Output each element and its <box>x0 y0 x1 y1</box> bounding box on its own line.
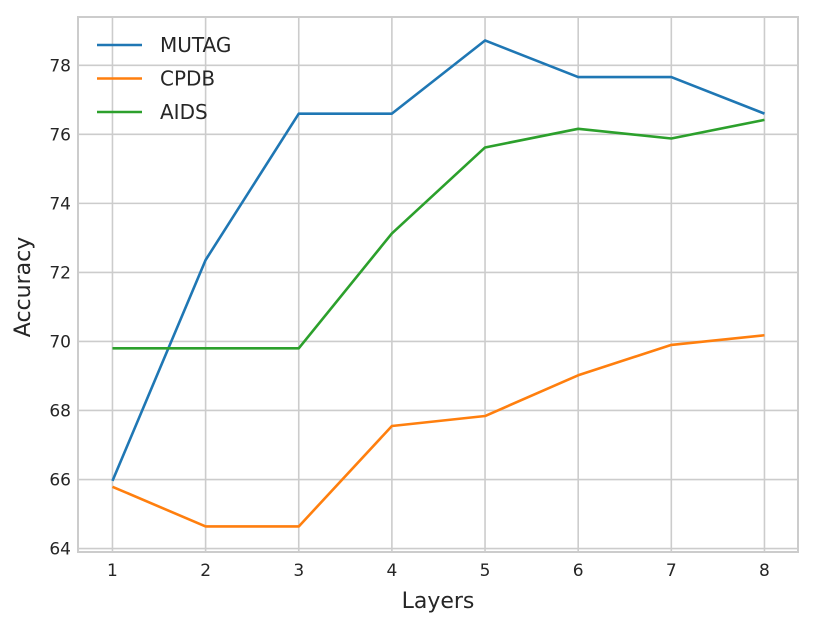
y-tick-label: 66 <box>49 471 71 491</box>
y-tick-label: 68 <box>49 401 71 421</box>
grid-lines <box>78 17 798 552</box>
y-tick-label: 64 <box>49 540 71 560</box>
legend-label-mutag: MUTAG <box>160 33 231 57</box>
x-tick-label: 4 <box>386 561 397 581</box>
series-line-mutag <box>111 39 765 482</box>
legend: MUTAG CPDB AIDS <box>97 33 231 124</box>
series-line-cpdb <box>111 333 765 528</box>
y-tick-label: 72 <box>49 263 71 283</box>
y-tick-label: 74 <box>49 194 71 214</box>
y-tick-label: 76 <box>49 125 71 145</box>
y-axis-label: Accuracy <box>11 237 36 337</box>
y-axis-ticks: 64 66 68 70 72 74 76 78 <box>49 56 71 559</box>
series-line-aids <box>112 118 765 350</box>
x-tick-label: 7 <box>666 561 677 581</box>
x-axis-ticks: 1 2 3 4 5 6 7 8 <box>107 561 770 581</box>
series-lines <box>111 39 765 528</box>
x-axis-label: Layers <box>402 589 475 614</box>
x-tick-label: 6 <box>573 561 584 581</box>
x-tick-label: 5 <box>480 561 491 581</box>
y-tick-label: 70 <box>49 332 71 352</box>
x-tick-label: 3 <box>293 561 304 581</box>
plot-area <box>77 16 799 553</box>
x-tick-label: 2 <box>200 561 211 581</box>
y-tick-label: 78 <box>49 56 71 76</box>
legend-label-cpdb: CPDB <box>160 67 215 91</box>
x-tick-label: 8 <box>759 561 770 581</box>
x-tick-label: 1 <box>107 561 118 581</box>
legend-label-aids: AIDS <box>160 100 208 124</box>
